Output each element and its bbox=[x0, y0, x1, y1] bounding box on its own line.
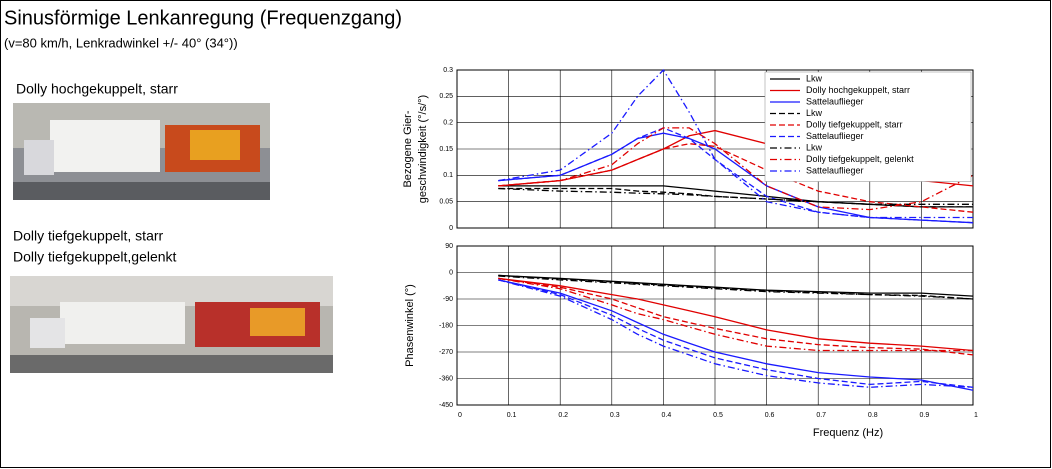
series-line bbox=[498, 275, 974, 300]
x-tick-label: 0 bbox=[458, 412, 462, 419]
slide-subtitle: (v=80 km/h, Lenkradwinkel +/- 40° (34°)) bbox=[4, 35, 238, 50]
photo bbox=[13, 103, 270, 200]
series-line bbox=[498, 277, 973, 352]
photo bbox=[10, 276, 333, 373]
legend-label: Sattelauflieger bbox=[806, 165, 864, 175]
slide-title: Sinusförmige Lenkanregung (Frequenzgang) bbox=[4, 7, 402, 29]
series-line bbox=[498, 127, 974, 211]
y-tick-label: 0 bbox=[449, 269, 453, 276]
series-line bbox=[498, 127, 974, 224]
y-tick-label: 0 bbox=[449, 225, 453, 232]
x-tick-label: 0.9 bbox=[920, 412, 930, 419]
series-line bbox=[498, 143, 974, 213]
x-axis-label: Frequenz (Hz) bbox=[813, 427, 883, 439]
y-tick-label: 0.1 bbox=[443, 172, 453, 179]
y-tick-label: -360 bbox=[439, 375, 453, 382]
legend-label: Dolly tiefgekuppelt, gelenkt bbox=[806, 154, 914, 164]
y-tick-label: -180 bbox=[439, 322, 453, 329]
photo-caption: Dolly tiefgekuppelt,gelenkt bbox=[13, 249, 177, 265]
legend-label: Lkw bbox=[806, 142, 823, 152]
y-tick-label: 0.05 bbox=[439, 199, 453, 206]
series-line bbox=[498, 274, 974, 297]
y-tick-label: 0.3 bbox=[443, 67, 453, 74]
legend-label: Lkw bbox=[806, 73, 823, 83]
series-line bbox=[498, 279, 974, 391]
y-tick-label: -270 bbox=[439, 349, 453, 356]
x-tick-label: 0.1 bbox=[507, 412, 517, 419]
series-line bbox=[498, 279, 974, 388]
x-tick-label: 0.8 bbox=[868, 412, 878, 419]
legend-label: Dolly hochgekuppelt, starr bbox=[806, 85, 910, 95]
x-tick-label: 0.6 bbox=[765, 412, 775, 419]
series-line bbox=[498, 187, 973, 205]
x-tick-label: 0.4 bbox=[662, 412, 672, 419]
y-tick-label: 0.25 bbox=[439, 93, 453, 100]
x-tick-label: 1 bbox=[974, 412, 978, 419]
series-line bbox=[498, 277, 974, 356]
y-tick-label: -450 bbox=[439, 402, 453, 409]
photo-caption: Dolly hochgekuppelt, starr bbox=[16, 81, 178, 97]
y-tick-label: 0.15 bbox=[439, 146, 453, 153]
legend-label: Dolly tiefgekuppelt, starr bbox=[806, 119, 903, 129]
x-tick-label: 0.2 bbox=[558, 412, 568, 419]
series-line bbox=[498, 279, 974, 388]
y-tick-label: 0.2 bbox=[443, 120, 453, 127]
y-tick-label: 90 bbox=[445, 243, 453, 250]
x-tick-label: 0.5 bbox=[713, 412, 723, 419]
legend-label: Sattelauflieger bbox=[806, 96, 864, 106]
y-axis-label: geschwindigkeit (°/s/°) bbox=[417, 95, 429, 203]
photo-caption: Dolly tiefgekuppelt, starr bbox=[13, 228, 164, 244]
x-tick-label: 0.3 bbox=[610, 412, 620, 419]
series-line bbox=[498, 277, 974, 352]
y-axis-label: Bezogene Gier- bbox=[402, 110, 414, 187]
y-tick-label: -90 bbox=[443, 296, 453, 303]
y-axis-label: Phasenwinkel (°) bbox=[404, 284, 416, 367]
x-tick-label: 0.7 bbox=[816, 412, 826, 419]
legend-label: Lkw bbox=[806, 108, 823, 118]
legend-label: Sattelauflieger bbox=[806, 131, 864, 141]
